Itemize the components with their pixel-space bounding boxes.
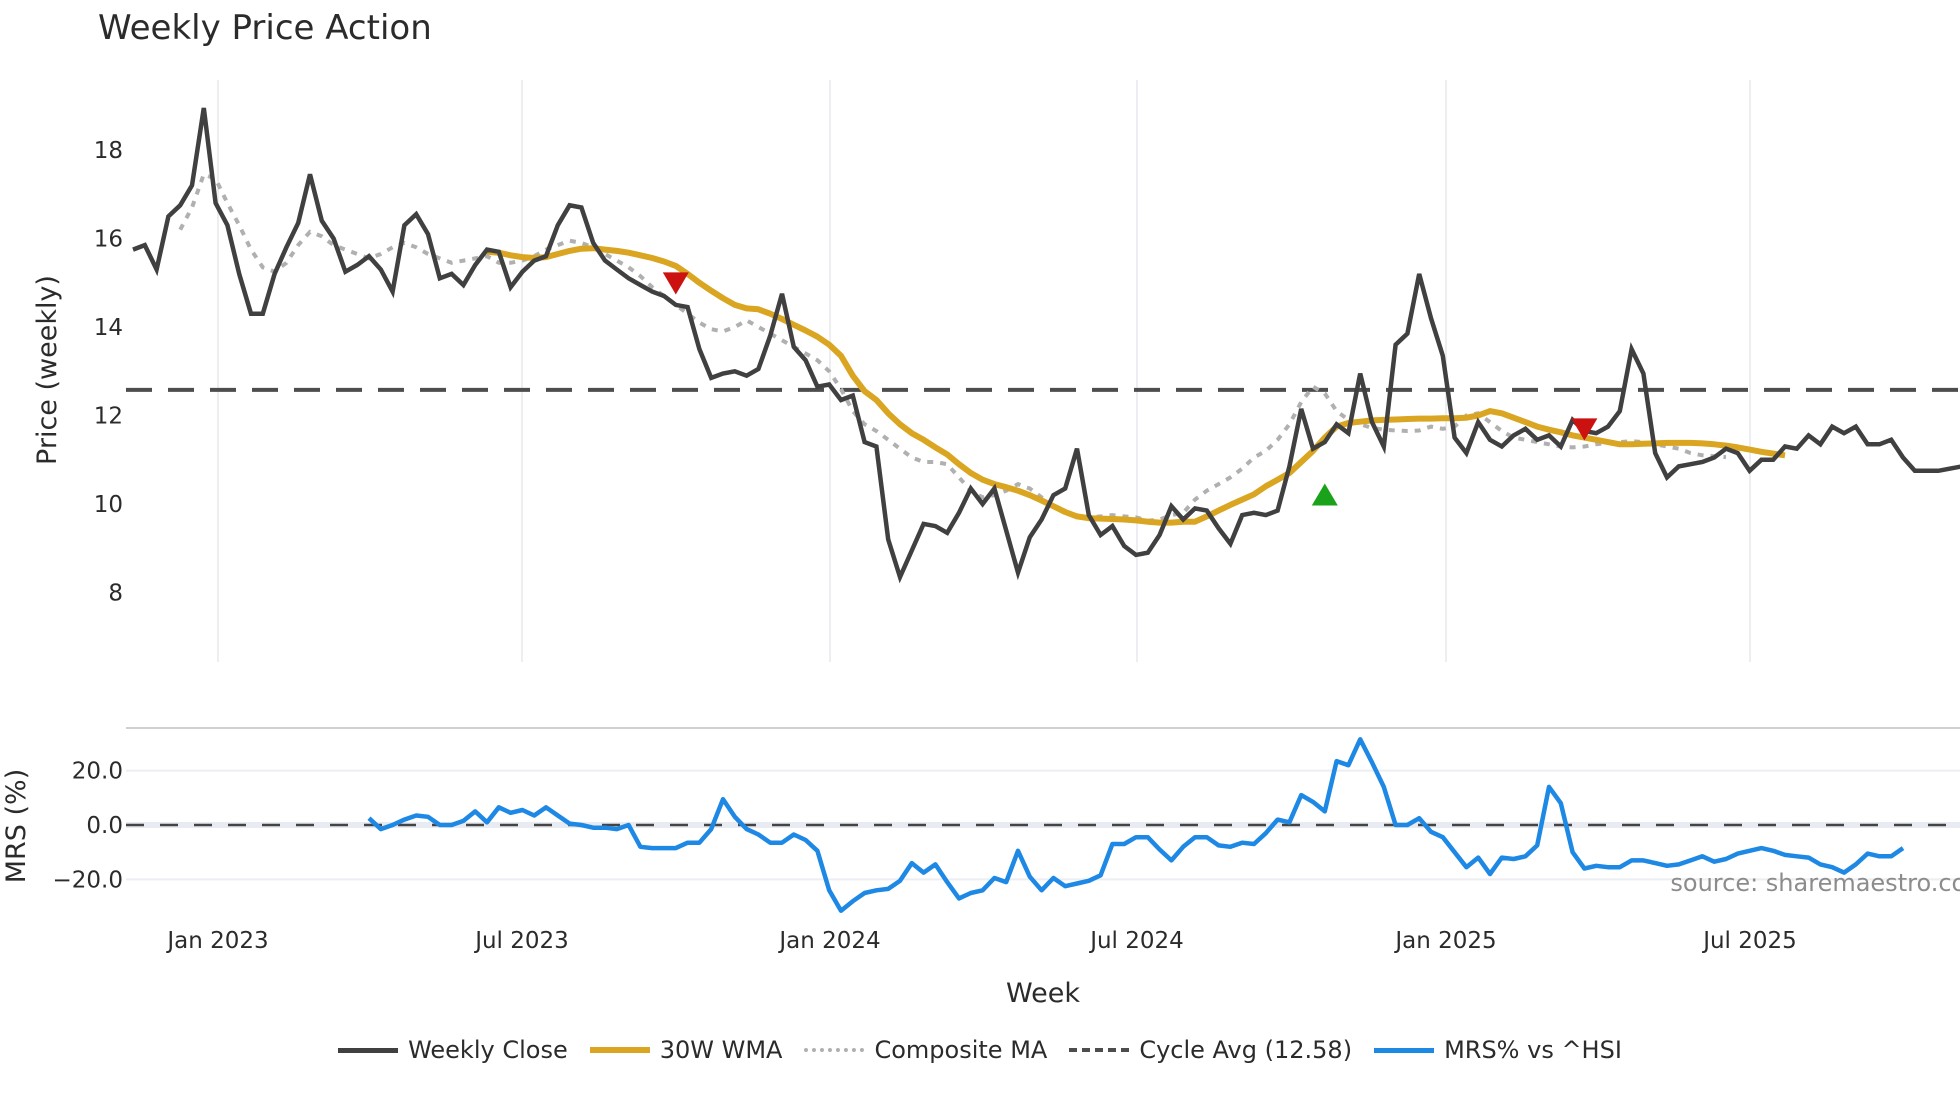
x-axis-ticks: Jan 2023 Jul 2023 Jan 2024 Jul 2024 Jan 2025… [165,928,1796,954]
legend-item-cycle-avg[interactable]: Cycle Avg (12.58) [1069,1036,1352,1064]
legend-swatch-mrs [1374,1047,1435,1053]
legend-item-composite-ma[interactable]: Composite MA [804,1036,1047,1064]
sell-signal-marker [662,272,689,295]
legend-item-wma[interactable]: 30W WMA [589,1036,783,1064]
legend-swatch-weekly-close [338,1047,399,1053]
legend-swatch-wma [589,1047,650,1053]
price-y-tick-label: 10 [94,492,123,518]
x-tick-label: Jul 2025 [1701,928,1797,954]
x-tick-label: Jul 2024 [1088,928,1184,954]
source-note: source: sharemaestro.com [1670,869,1960,897]
chart-title: Weekly Price Action [98,8,432,48]
legend-item-mrs[interactable]: MRS% vs ^HSI [1374,1036,1622,1064]
x-tick-label: Jan 2024 [777,928,880,954]
mrs-y-tick-label: −20.0 [53,867,123,893]
legend-label: Cycle Avg (12.58) [1139,1036,1353,1064]
x-tick-label: Jan 2023 [165,928,268,954]
composite-ma-line [178,171,1727,523]
mrs-y-tick-label: 20.0 [72,759,123,785]
price-y-tick-label: 8 [108,581,123,607]
price-y-tick-label: 14 [94,315,123,341]
mrs-line [367,737,1905,913]
price-y-tick-label: 18 [94,138,123,164]
x-tick-label: Jan 2025 [1393,928,1496,954]
mrs-horizontal-gridlines [126,769,1960,881]
legend-label: Composite MA [874,1036,1048,1064]
weekly-close-line [132,107,1960,584]
legend-item-weekly-close[interactable]: Weekly Close [338,1036,568,1064]
legend-swatch-cycle-avg [1069,1048,1130,1052]
sell-signal-marker [1571,418,1598,441]
price-y-axis-title: Price (weekly) [32,275,63,465]
price-y-axis-ticks: 8 10 12 14 16 18 [94,138,123,607]
x-axis-title: Week [1006,978,1080,1009]
legend-swatch-composite-ma [804,1048,865,1052]
legend-label: Weekly Close [408,1036,568,1064]
mrs-y-axis-title: MRS (%) [1,769,32,884]
mrs-y-tick-label: 0.0 [86,813,123,839]
price-y-tick-label: 16 [94,227,123,253]
x-tick-label: Jul 2023 [473,928,569,954]
legend-label: 30W WMA [659,1036,783,1064]
signal-markers [662,272,1598,506]
mrs-y-axis-ticks: 20.0 0.0 −20.0 [53,759,123,894]
wma-30w-line [486,245,1786,526]
price-vertical-gridlines [217,80,1751,662]
price-y-tick-label: 12 [94,404,123,430]
buy-signal-marker [1311,483,1338,506]
legend-label: MRS% vs ^HSI [1444,1036,1622,1064]
legend: Weekly Close 30W WMA Composite MA Cycle … [0,1036,1960,1064]
